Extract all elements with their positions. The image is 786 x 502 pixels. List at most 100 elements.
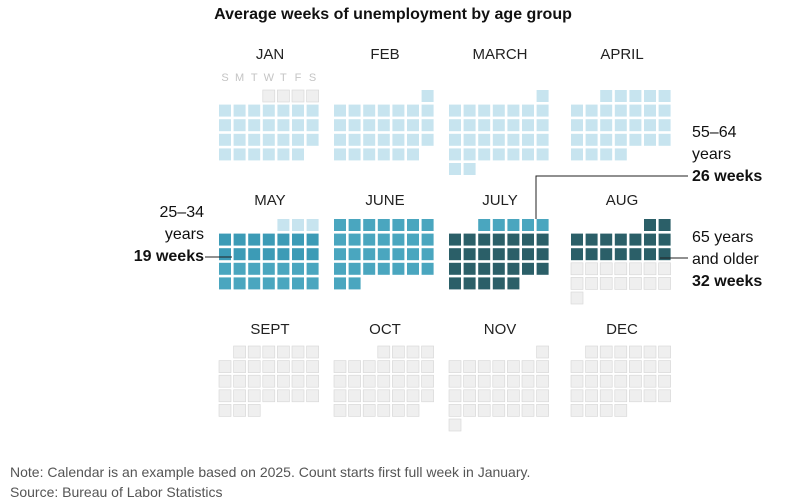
day-cell bbox=[219, 104, 231, 117]
day-cell bbox=[614, 262, 628, 276]
month-grid-dec bbox=[570, 345, 671, 417]
month-grid-march bbox=[449, 90, 549, 175]
day-cell bbox=[614, 345, 628, 359]
day-cell bbox=[658, 389, 671, 403]
day-cell bbox=[218, 374, 232, 388]
day-cell bbox=[363, 104, 376, 117]
day-cell bbox=[492, 389, 506, 403]
day-cell bbox=[507, 374, 520, 388]
day-cell bbox=[292, 219, 304, 231]
day-cell bbox=[362, 404, 376, 417]
day-cell bbox=[219, 119, 231, 132]
day-cell bbox=[291, 89, 305, 103]
annotation-55-64-line2: years bbox=[692, 146, 732, 163]
day-cell bbox=[277, 248, 290, 261]
day-cell bbox=[536, 374, 549, 388]
weekday-label: T bbox=[250, 72, 258, 84]
day-cell bbox=[477, 374, 491, 388]
day-cell bbox=[292, 104, 304, 117]
day-cell bbox=[421, 133, 434, 146]
day-cell bbox=[292, 248, 304, 261]
day-cell bbox=[449, 104, 461, 117]
day-cell bbox=[643, 360, 657, 373]
day-cell bbox=[392, 374, 405, 388]
day-cell bbox=[406, 360, 420, 373]
day-cell bbox=[463, 104, 476, 117]
day-cell bbox=[658, 219, 671, 231]
day-cell bbox=[507, 262, 520, 275]
day-cell bbox=[248, 262, 261, 275]
day-cell bbox=[614, 374, 628, 388]
day-cell bbox=[477, 404, 491, 417]
day-cell bbox=[492, 277, 505, 290]
day-cell bbox=[407, 133, 419, 146]
day-cell bbox=[629, 389, 642, 403]
day-cell bbox=[536, 345, 549, 359]
day-cell bbox=[658, 277, 671, 290]
day-cell bbox=[658, 104, 671, 117]
annotation-65-value: 32 weeks bbox=[692, 273, 763, 290]
weekday-label: F bbox=[294, 72, 302, 84]
day-cell bbox=[492, 360, 506, 373]
day-cell bbox=[306, 219, 319, 231]
month-grid-feb bbox=[334, 90, 434, 161]
chart-source: Source: Bureau of Labor Statistics bbox=[10, 484, 223, 500]
day-cell bbox=[614, 148, 627, 161]
day-cell bbox=[629, 104, 642, 117]
day-cell bbox=[599, 277, 613, 290]
day-cell bbox=[377, 262, 390, 275]
annotation-25-34: 25–34 years 19 weeks bbox=[100, 202, 204, 268]
day-cell bbox=[643, 262, 657, 276]
day-cell bbox=[407, 262, 419, 275]
day-cell bbox=[334, 219, 346, 231]
day-cell bbox=[629, 277, 642, 290]
day-cell bbox=[570, 277, 584, 290]
callout-line-55-64 bbox=[535, 175, 688, 219]
day-cell bbox=[277, 148, 290, 161]
day-cell bbox=[306, 233, 319, 246]
day-cell bbox=[658, 262, 671, 276]
day-cell bbox=[614, 133, 627, 146]
day-cell bbox=[658, 360, 671, 373]
day-cell bbox=[407, 148, 419, 161]
day-cell bbox=[507, 133, 520, 146]
day-cell bbox=[629, 262, 642, 276]
day-cell bbox=[377, 360, 391, 373]
day-cell bbox=[262, 248, 275, 261]
day-cell bbox=[392, 389, 405, 403]
day-cell bbox=[507, 404, 520, 417]
day-cell bbox=[536, 262, 549, 275]
annotation-55-64: 55–64 years 26 weeks bbox=[692, 122, 786, 188]
day-cell bbox=[262, 360, 276, 373]
day-cell bbox=[363, 262, 376, 275]
day-cell bbox=[219, 277, 231, 290]
day-cell bbox=[463, 374, 476, 388]
day-cell bbox=[644, 219, 656, 231]
day-cell bbox=[536, 90, 549, 102]
day-cell bbox=[492, 404, 506, 417]
day-cell bbox=[421, 219, 434, 231]
day-cell bbox=[600, 248, 613, 261]
day-cell bbox=[277, 89, 290, 103]
day-cell bbox=[463, 233, 476, 246]
day-cell bbox=[377, 233, 390, 246]
day-cell bbox=[492, 248, 505, 261]
day-cell bbox=[629, 374, 642, 388]
day-cell bbox=[277, 277, 290, 290]
day-cell bbox=[363, 219, 376, 231]
day-cell bbox=[407, 119, 419, 132]
day-cell bbox=[334, 104, 346, 117]
day-cell bbox=[348, 119, 361, 132]
day-cell bbox=[233, 262, 246, 275]
day-cell bbox=[536, 219, 549, 231]
day-cell bbox=[334, 233, 346, 246]
day-cell bbox=[522, 119, 534, 132]
day-cell bbox=[262, 389, 276, 403]
day-cell bbox=[362, 389, 376, 403]
day-cell bbox=[585, 345, 598, 359]
day-cell bbox=[492, 262, 505, 275]
day-cell bbox=[306, 248, 319, 261]
weekday-label: S bbox=[308, 72, 317, 84]
day-cell bbox=[463, 148, 476, 161]
month-grid-july bbox=[449, 219, 549, 290]
